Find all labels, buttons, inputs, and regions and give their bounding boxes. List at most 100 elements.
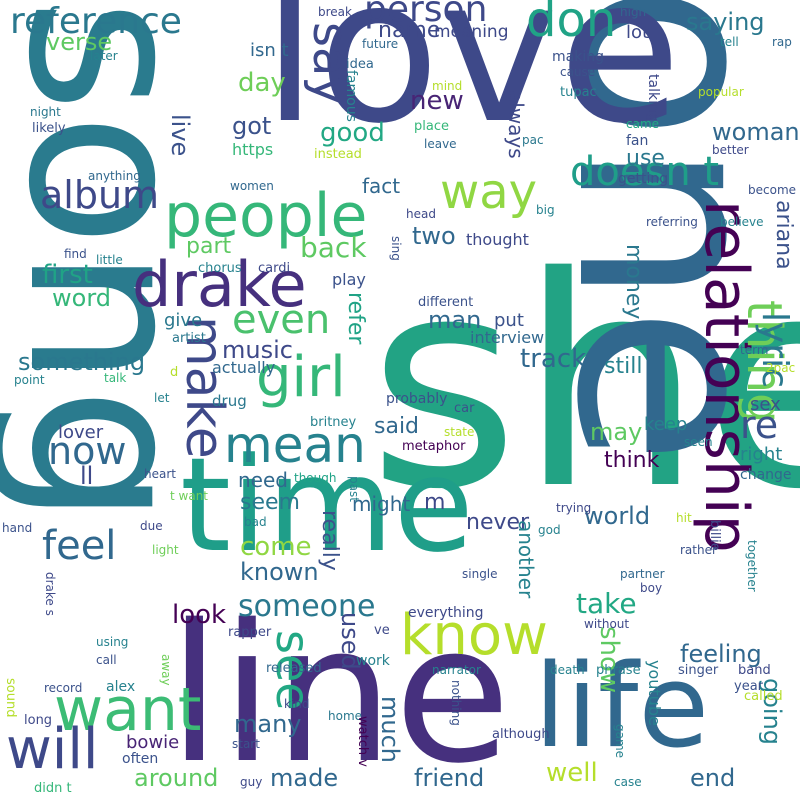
word-know: know <box>400 603 548 668</box>
word-tell: tell <box>720 35 739 49</box>
word-day: day <box>238 68 286 98</box>
word-may: may <box>590 418 643 446</box>
word-world: world <box>584 502 651 530</box>
word-keep: keep <box>644 414 688 435</box>
word-actually: actually <box>212 358 276 377</box>
word-fan: fan <box>626 133 649 149</box>
word-person: person <box>364 0 488 30</box>
word-track: track <box>520 344 587 374</box>
word-cardi: cardi <box>258 261 291 276</box>
word-guy: guy <box>240 775 263 789</box>
word-give: give <box>164 310 203 331</box>
word-narrator: narrator <box>432 663 481 677</box>
word-well: well <box>546 758 598 788</box>
word-believe: believe <box>720 215 764 229</box>
word-verse: verse <box>46 28 113 56</box>
word-single: single <box>462 567 498 581</box>
word-idea: idea <box>346 57 374 72</box>
word-always: always <box>504 90 528 159</box>
word-drake: drake <box>132 248 307 321</box>
word-start: start <box>232 737 260 751</box>
word-use: use <box>626 146 665 171</box>
word-might: might <box>352 492 411 516</box>
word-back: back <box>300 231 367 264</box>
word-mind: mind <box>432 79 463 93</box>
word-ll: ll <box>80 462 94 490</box>
word-cause: cause <box>560 65 596 79</box>
word-good: good <box>320 118 385 148</box>
word-rather: rather <box>680 543 717 557</box>
word-made: made <box>270 764 339 792</box>
word-car: car <box>454 401 475 416</box>
word-instead: instead <box>314 147 362 162</box>
word-new: new <box>410 86 464 116</box>
word-referring: referring <box>646 215 698 229</box>
word-another: another <box>514 520 538 599</box>
word-head: head <box>406 207 436 221</box>
word-something: something <box>18 348 146 376</box>
word-popular: popular <box>698 85 744 99</box>
word-probably: probably <box>386 391 448 407</box>
word-drug: drug <box>212 392 247 410</box>
word-m: m <box>424 490 446 515</box>
word-pac: pac <box>522 133 544 147</box>
word-word: word <box>52 284 111 312</box>
word-man: man <box>428 306 482 334</box>
word-reference: reference <box>10 1 182 42</box>
word-first: first <box>42 260 93 290</box>
word-chorus: chorus <box>198 261 242 276</box>
word-2pac: 2pac <box>766 361 796 375</box>
word-think: think <box>604 448 660 473</box>
word-don: don <box>526 0 617 48</box>
word-boy: boy <box>640 581 663 595</box>
word-getting: getting <box>618 171 669 187</box>
word-still: still <box>604 354 643 379</box>
word-later: later <box>90 49 118 63</box>
word-big: big <box>536 203 555 217</box>
word-need: need <box>238 468 288 492</box>
word-away: away <box>159 654 173 686</box>
word-anything: anything <box>88 169 141 183</box>
word-rapper: rapper <box>228 625 272 640</box>
word-long: long <box>24 713 53 728</box>
word-alex: alex <box>106 679 136 695</box>
word-album: album <box>40 173 160 217</box>
word-different: different <box>418 295 474 310</box>
word-without: without <box>584 617 630 631</box>
word-bad: bad <box>244 515 267 529</box>
word-friend: friend <box>414 764 485 792</box>
word-britney: britney <box>310 415 357 430</box>
word-watch-v: watch v <box>355 716 370 767</box>
word-year: year <box>734 679 764 694</box>
word-saying: saying <box>686 8 765 36</box>
word-said: said <box>374 414 420 439</box>
word-part: part <box>186 234 232 259</box>
word-bowie: bowie <box>126 732 180 753</box>
word-much: much <box>376 696 404 763</box>
word-drake-s: drake s <box>43 572 57 616</box>
word-got: got <box>232 112 272 140</box>
word-https: https <box>232 140 274 159</box>
word-everything: everything <box>408 605 484 621</box>
word-kind: kind <box>284 697 310 711</box>
word-together: together <box>745 540 759 592</box>
word-now: now <box>48 429 127 473</box>
word-came: came <box>626 117 660 131</box>
word-sound: sound <box>3 678 18 718</box>
word-end: end <box>690 764 736 792</box>
word-rap: rap <box>772 35 792 49</box>
word-due: due <box>140 519 163 533</box>
word-past: past <box>347 476 361 502</box>
word-leave: leave <box>424 137 457 151</box>
word-hand: hand <box>2 521 33 535</box>
word-feeling: feeling <box>680 640 762 668</box>
word-sing: sing <box>389 236 403 261</box>
word-really: really <box>317 510 342 571</box>
word-music: music <box>222 336 293 364</box>
word-youtube: youtube <box>645 660 664 726</box>
word-talk: talk <box>104 371 127 385</box>
word-money: money <box>621 244 646 320</box>
word-isn-t: isn t <box>250 40 289 61</box>
word-name: name <box>378 18 441 43</box>
word-called: called <box>744 689 783 704</box>
